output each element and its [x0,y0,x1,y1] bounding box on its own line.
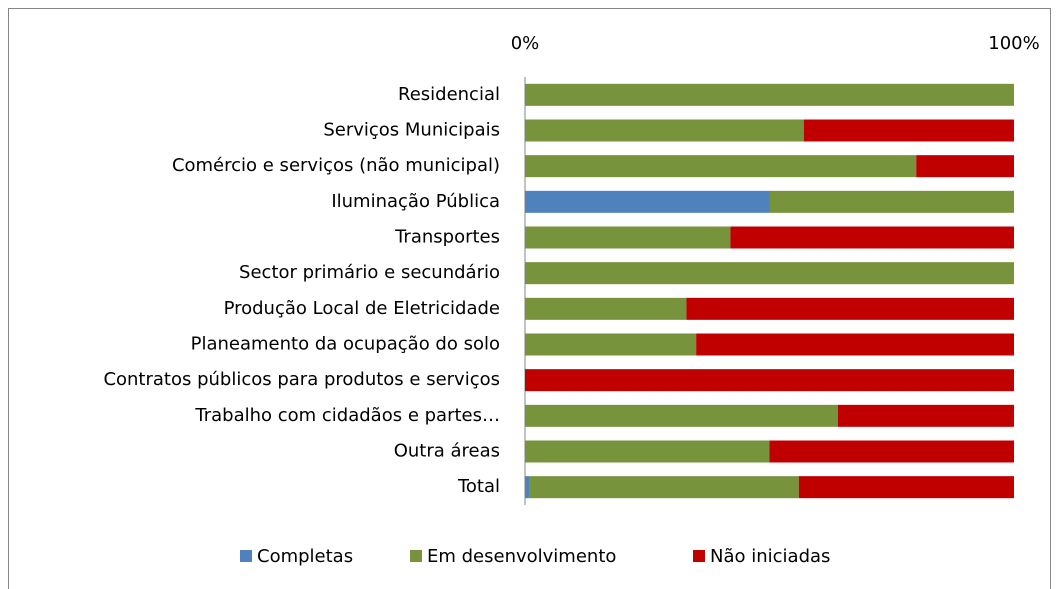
bar-segment [525,83,1014,106]
bar-segment [769,440,1014,463]
y-tick-label: Residencial [398,84,500,105]
bar-segment [525,119,804,142]
bar-segment [730,226,1014,249]
y-tick-label: Iluminação Pública [331,191,500,212]
bar-segment [837,404,1014,427]
bar-segment [525,262,1014,285]
bar-segment [525,476,530,499]
legend-label: Em desenvolvimento [427,546,616,567]
legend-swatch [410,550,422,562]
bar-segment [798,476,1014,499]
y-tick-label: Contratos públicos para produtos e servi… [103,369,500,390]
legend-swatch [693,550,705,562]
bar-segment [525,404,838,427]
bar-segment [525,333,697,356]
x-tick-label: 0% [511,33,540,54]
bar-segment [686,297,1014,320]
bar-segment [525,190,770,213]
legend-label: Completas [257,546,353,567]
y-tick-label: Outra áreas [394,441,500,462]
y-tick-label: Produção Local de Eletricidade [224,298,500,319]
bar-segment [525,297,687,320]
bar-segment [696,333,1014,356]
y-tick-label: Transportes [394,227,500,248]
y-tick-label: Planeamento da ocupação do solo [191,334,500,355]
legend-swatch [240,550,252,562]
y-tick-label: Trabalho com cidadãos e partes… [194,405,500,426]
bar-segment [769,190,1014,213]
bar-segment [525,369,1014,392]
y-tick-label: Sector primário e secundário [239,262,500,283]
bar-segment [525,155,917,178]
bar-segment [525,226,731,249]
y-tick-label: Total [457,476,500,497]
x-tick-label: 100% [988,33,1039,54]
y-tick-label: Serviços Municipais [323,120,500,141]
bar-segment [916,155,1014,178]
bar-segment [525,440,770,463]
bar-segment [803,119,1014,142]
legend-label: Não iniciadas [710,546,830,567]
y-tick-label: Comércio e serviços (não municipal) [172,155,500,176]
bar-segment [529,476,799,499]
